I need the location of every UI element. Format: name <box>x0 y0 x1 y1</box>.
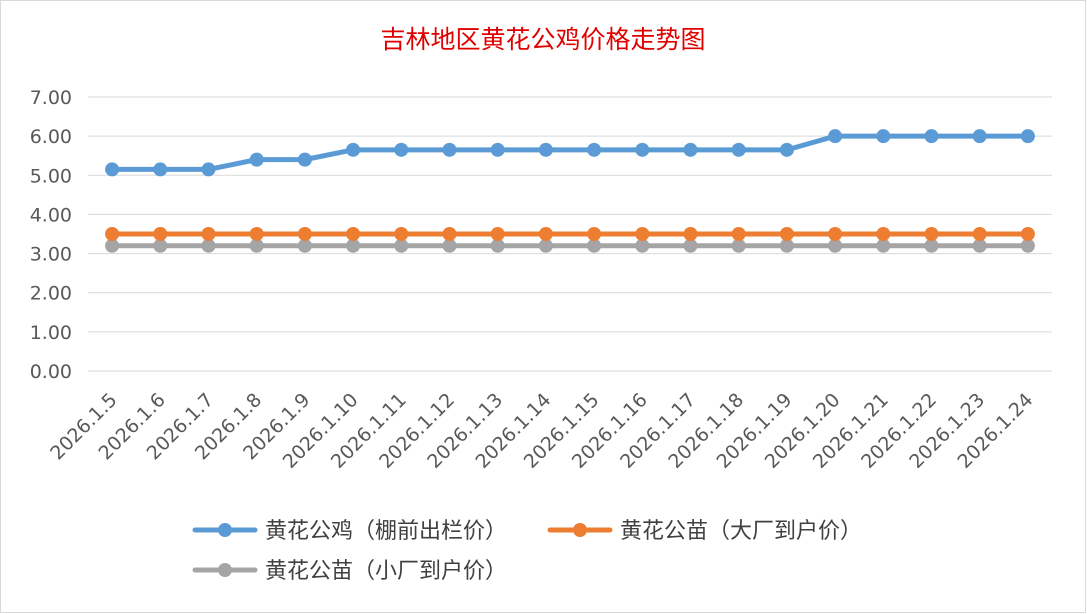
data-point <box>105 162 120 177</box>
y-axis: 0.00 1.00 2.00 3.00 4.00 5.00 6.00 7.00 <box>30 87 72 383</box>
data-point <box>490 238 505 253</box>
data-point <box>394 238 409 253</box>
data-point <box>538 238 553 253</box>
data-point <box>731 227 746 241</box>
data-point <box>876 238 891 253</box>
y-tick-label: 2.00 <box>30 283 72 305</box>
data-point <box>828 238 843 253</box>
y-tick-label: 5.00 <box>30 165 72 187</box>
data-point <box>1020 227 1035 241</box>
data-point <box>394 227 409 241</box>
y-tick-label: 0.00 <box>30 361 72 383</box>
data-point <box>731 238 746 253</box>
gridlines <box>88 96 1052 372</box>
data-point <box>972 227 987 241</box>
data-point <box>297 152 312 167</box>
data-point <box>635 142 650 157</box>
data-point <box>587 238 602 253</box>
data-point <box>1020 129 1035 144</box>
legend-item: 黄花公鸡（棚前出栏价） <box>192 519 507 544</box>
data-point <box>490 227 505 241</box>
data-point <box>153 227 168 241</box>
data-point <box>297 227 312 241</box>
data-point <box>779 142 794 157</box>
legend-label: 黄花公鸡（棚前出栏价） <box>265 519 507 544</box>
y-tick-label: 1.00 <box>30 322 72 344</box>
data-point <box>201 227 216 241</box>
data-point <box>346 227 361 241</box>
data-point <box>876 129 891 144</box>
legend-item: 黄花公苗（小厂到户价） <box>192 559 507 584</box>
data-point <box>442 238 457 253</box>
data-point <box>249 227 264 241</box>
data-point <box>779 238 794 253</box>
legend-label: 黄花公苗（小厂到户价） <box>265 559 507 584</box>
data-point <box>442 142 457 157</box>
series-2 <box>105 227 1035 241</box>
data-point <box>828 227 843 241</box>
data-point <box>731 142 746 157</box>
data-point <box>683 238 698 253</box>
data-point <box>201 162 216 177</box>
y-tick-label: 7.00 <box>30 87 72 109</box>
data-point <box>635 227 650 241</box>
series-1 <box>105 129 1035 177</box>
data-point <box>249 238 264 253</box>
data-point <box>972 129 987 144</box>
data-point <box>635 238 650 253</box>
y-tick-label: 4.00 <box>30 204 72 226</box>
legend-swatch-marker <box>573 523 587 537</box>
legend-swatch-marker <box>218 563 232 577</box>
data-point <box>683 142 698 157</box>
data-point <box>972 238 987 253</box>
data-point <box>587 142 602 157</box>
data-point <box>105 238 120 253</box>
data-point <box>538 227 553 241</box>
data-point <box>394 142 409 157</box>
data-point <box>779 227 794 241</box>
legend-swatch-marker <box>218 523 232 537</box>
data-point <box>1020 238 1035 253</box>
legend-label: 黄花公苗（大厂到户价） <box>620 519 862 544</box>
data-point <box>876 227 891 241</box>
data-point <box>924 227 939 241</box>
data-point <box>201 238 216 253</box>
data-point <box>249 152 264 167</box>
y-tick-label: 6.00 <box>30 126 72 148</box>
series-line <box>109 133 1031 172</box>
data-point <box>442 227 457 241</box>
data-point <box>346 142 361 157</box>
data-point <box>346 238 361 253</box>
chart-title: 吉林地区黄花公鸡价格走势图 <box>380 25 705 54</box>
data-point <box>490 142 505 157</box>
y-tick-label: 3.00 <box>30 244 72 266</box>
data-point <box>828 129 843 144</box>
series-3 <box>105 238 1035 253</box>
data-point <box>538 142 553 157</box>
legend-item: 黄花公苗（大厂到户价） <box>547 519 862 544</box>
data-point <box>683 227 698 241</box>
data-point <box>587 227 602 241</box>
data-point <box>153 238 168 253</box>
data-point <box>924 238 939 253</box>
data-point <box>297 238 312 253</box>
data-point <box>105 227 120 241</box>
data-point <box>924 129 939 144</box>
series-layer <box>105 129 1035 253</box>
data-point <box>153 162 168 177</box>
legend: 黄花公鸡（棚前出栏价） 黄花公苗（大厂到户价） 黄花公苗（小厂到户价） <box>192 519 862 584</box>
